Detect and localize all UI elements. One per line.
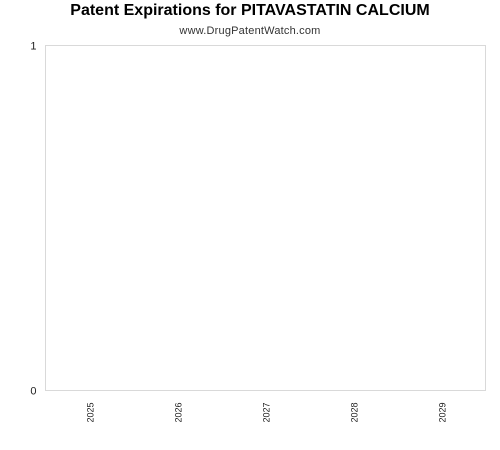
x-tick-label-2027: 2027 [262,403,272,423]
x-axis: 2025 2026 2027 2028 2029 [86,403,448,423]
chart-title: Patent Expirations for PITAVASTATIN CALC… [70,2,430,19]
x-tick-label-2029: 2029 [438,403,448,423]
x-tick-label-2028: 2028 [350,403,360,423]
chart-subtitle: www.DrugPatentWatch.com [179,25,321,37]
x-tick-label-2025: 2025 [86,403,96,423]
x-tick-label-2026: 2026 [174,403,184,423]
plot-area [45,45,486,391]
y-tick-label-1: 1 [30,41,36,53]
y-tick-label-0: 0 [30,386,36,398]
y-axis: 01 [30,41,36,398]
